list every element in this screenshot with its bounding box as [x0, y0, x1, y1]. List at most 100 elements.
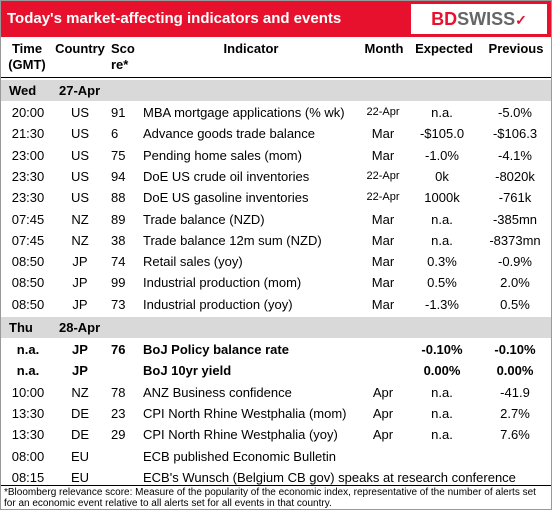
indicator-cell: Advance goods trade balance	[143, 126, 316, 142]
expected-cell: n.a.	[431, 232, 453, 248]
rule	[1, 77, 551, 78]
expected-cell: n.a.	[431, 384, 453, 400]
country-cell: US	[70, 105, 90, 120]
country-cell: DE	[70, 405, 90, 421]
previous-cell: 2.7%	[500, 405, 530, 421]
expected-cell: -$105.0	[419, 126, 465, 142]
logo-mark: ✓	[515, 12, 527, 28]
indicator-cell: DoE US gasoline inventories	[143, 190, 309, 206]
expected-cell: 0k	[435, 168, 449, 184]
previous-cell: -$106.3	[492, 126, 538, 142]
time-cell: 10:00	[11, 384, 45, 400]
expected-cell: 1000k	[424, 190, 460, 206]
country-cell: US	[70, 147, 90, 163]
previous-cell: 7.6%	[500, 427, 530, 443]
month-cell: 22-Apr	[366, 106, 400, 118]
expected-cell: -0.10%	[421, 342, 463, 357]
col-header: Month	[364, 41, 404, 56]
time-cell: 08:00	[11, 448, 45, 464]
date: 28-Apr	[59, 320, 101, 335]
score-cell: 74	[111, 254, 126, 270]
expected-cell: -1.3%	[425, 296, 459, 312]
month-cell: Mar	[371, 254, 395, 270]
month-cell: Apr	[372, 427, 394, 443]
col-header: Country	[55, 41, 105, 56]
score-cell: 99	[111, 275, 126, 291]
expected-cell: -1.0%	[425, 147, 459, 163]
expected-cell: n.a.	[431, 105, 453, 120]
month-cell: Mar	[371, 296, 395, 312]
score-cell: 78	[111, 384, 126, 400]
time-cell: 08:50	[11, 296, 45, 312]
previous-cell: -0.9%	[498, 254, 532, 270]
country-cell: JP	[72, 275, 88, 291]
country-cell: US	[70, 168, 90, 184]
country-cell: US	[70, 126, 90, 142]
col-header: Sco re*	[111, 41, 135, 72]
indicator-cell: MBA mortgage applications (% wk)	[143, 105, 345, 120]
country-cell: JP	[72, 254, 88, 270]
score-cell: 38	[111, 232, 126, 248]
day: Wed	[9, 83, 37, 98]
score-cell: 89	[111, 211, 126, 227]
previous-cell: -0.10%	[494, 342, 536, 357]
country-cell: NZ	[71, 384, 89, 400]
time-cell: 20:00	[11, 105, 45, 120]
time-cell: 13:30	[11, 405, 45, 421]
previous-cell: -4.1%	[498, 147, 532, 163]
country-cell: JP	[72, 363, 88, 379]
previous-cell: -41.9	[500, 384, 530, 400]
rule	[1, 485, 551, 486]
time-cell: 13:30	[11, 427, 45, 443]
col-header: Expected	[415, 41, 473, 56]
indicator-cell: CPI North Rhine Westphalia (mom)	[143, 405, 347, 421]
indicator-cell: Retail sales (yoy)	[143, 254, 243, 270]
country-cell: US	[70, 190, 90, 206]
time-cell: 07:45	[11, 211, 45, 227]
indicator-cell: BoJ 10yr yield	[143, 363, 232, 379]
col-header: Time (GMT)	[8, 41, 46, 72]
time-cell: 08:50	[11, 275, 45, 291]
score-cell: 88	[111, 190, 126, 206]
previous-cell: -385mn	[492, 211, 538, 227]
previous-cell: 0.5%	[500, 296, 530, 312]
previous-cell: -761k	[498, 190, 532, 206]
day-band	[1, 317, 551, 338]
score-cell: 75	[111, 147, 126, 163]
indicator-cell: CPI North Rhine Westphalia (yoy)	[143, 427, 338, 443]
score-cell: 73	[111, 296, 126, 312]
col-header: Previous	[488, 41, 544, 56]
country-cell: NZ	[71, 232, 89, 248]
month-cell: Mar	[371, 275, 395, 291]
country-cell: JP	[72, 342, 88, 357]
indicator-cell: Industrial production (yoy)	[143, 296, 293, 312]
indicator-cell: Trade balance (NZD)	[143, 211, 265, 227]
country-cell: EU	[70, 469, 90, 485]
previous-cell: 2.0%	[500, 275, 530, 291]
score-cell: 29	[111, 427, 126, 443]
country-cell: NZ	[71, 211, 89, 227]
indicator-cell: ECB's Wunsch (Belgium CB gov) speaks at …	[143, 469, 516, 485]
month-cell: Mar	[371, 147, 395, 163]
country-cell: DE	[70, 427, 90, 443]
score-cell: 91	[111, 105, 126, 120]
logo-bd: BD	[431, 9, 458, 29]
expected-cell: 0.5%	[427, 275, 457, 291]
score-cell: 76	[111, 342, 126, 357]
month-cell: Mar	[371, 232, 395, 248]
indicator-cell: Pending home sales (mom)	[143, 147, 302, 163]
title: Today's market-affecting indicators and …	[7, 10, 342, 27]
time-cell: 21:30	[11, 126, 45, 142]
indicator-cell: ECB published Economic Bulletin	[143, 448, 336, 464]
month-cell: 22-Apr	[366, 191, 400, 204]
day-band	[1, 80, 551, 101]
score-cell: 6	[111, 126, 119, 142]
logo: BDSWISS✓	[411, 4, 547, 34]
expected-cell: n.a.	[431, 427, 453, 443]
month-cell: Apr	[372, 384, 394, 400]
footnote: *Bloomberg relevance score: Measure of t…	[4, 487, 536, 509]
month-cell: Mar	[371, 211, 395, 227]
previous-cell: -8373mn	[489, 232, 541, 248]
indicator-cell: BoJ Policy balance rate	[143, 342, 289, 357]
time-cell: 08:50	[11, 254, 45, 270]
